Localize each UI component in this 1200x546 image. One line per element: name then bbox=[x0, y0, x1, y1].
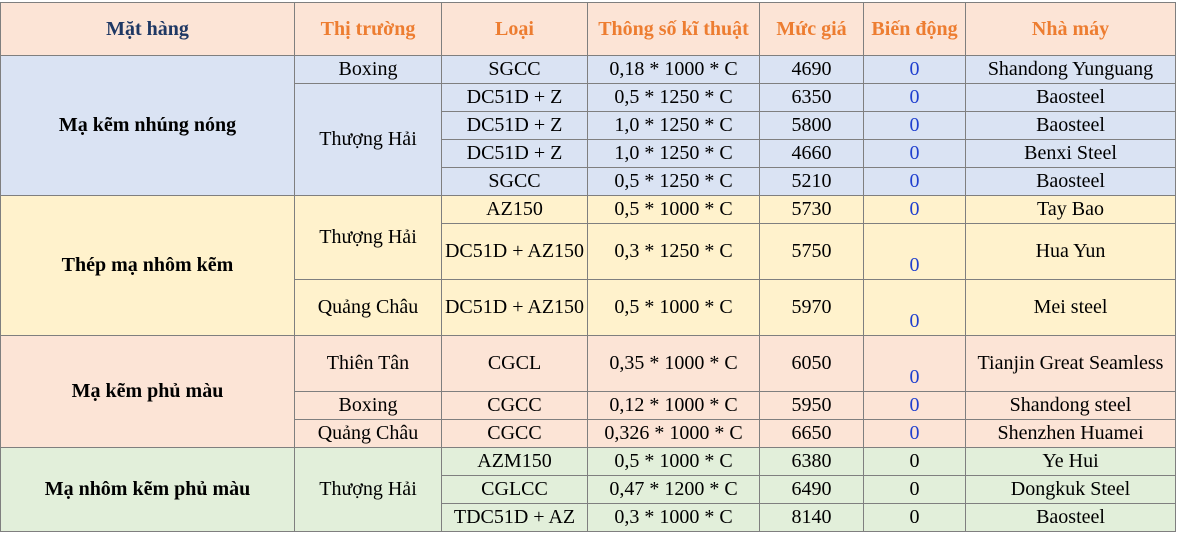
type-cell: DC51D + AZ150 bbox=[441, 279, 588, 336]
type-cell: CGCC bbox=[441, 419, 588, 448]
spec-cell: 0,5 * 1250 * C bbox=[587, 83, 760, 112]
factory-cell: Shandong steel bbox=[965, 391, 1176, 420]
market-cell: Quảng Châu bbox=[294, 279, 442, 336]
header-change: Biến động bbox=[863, 2, 966, 56]
spec-cell: 0,3 * 1250 * C bbox=[587, 223, 760, 280]
spec-cell: 0,47 * 1200 * C bbox=[587, 475, 760, 504]
header-row: Mặt hàng Thị trường Loại Thông số kĩ thu… bbox=[0, 2, 1176, 56]
price-cell: 5950 bbox=[759, 391, 864, 420]
header-type: Loại bbox=[441, 2, 588, 56]
header-spec: Thông số kĩ thuật bbox=[587, 2, 760, 56]
type-cell: CGLCC bbox=[441, 475, 588, 504]
change-cell: 0 bbox=[863, 195, 966, 224]
type-cell: TDC51D + AZ bbox=[441, 503, 588, 532]
change-cell: 0 bbox=[863, 279, 966, 336]
spec-cell: 0,35 * 1000 * C bbox=[587, 335, 760, 392]
factory-cell: Mei steel bbox=[965, 279, 1176, 336]
change-cell: 0 bbox=[863, 475, 966, 504]
spec-cell: 1,0 * 1250 * C bbox=[587, 111, 760, 140]
spec-cell: 1,0 * 1250 * C bbox=[587, 139, 760, 168]
factory-cell: Ye Hui bbox=[965, 447, 1176, 476]
product-cell: Mạ kẽm nhúng nóng bbox=[0, 55, 295, 196]
change-cell: 0 bbox=[863, 447, 966, 476]
header-market: Thị trường bbox=[294, 2, 442, 56]
factory-cell: Tianjin Great Seamless bbox=[965, 335, 1176, 392]
factory-cell: Baosteel bbox=[965, 167, 1176, 196]
factory-cell: Dongkuk Steel bbox=[965, 475, 1176, 504]
price-cell: 4660 bbox=[759, 139, 864, 168]
spec-cell: 0,326 * 1000 * C bbox=[587, 419, 760, 448]
price-cell: 4690 bbox=[759, 55, 864, 84]
change-cell: 0 bbox=[863, 391, 966, 420]
table-row: Mạ kẽm phủ màu Thiên Tân CGCL 0,35 * 100… bbox=[0, 335, 1176, 448]
price-cell: 6490 bbox=[759, 475, 864, 504]
table-row: Thượng Hải DC51D + Z 0,5 * 1250 * C 6350… bbox=[0, 83, 1176, 196]
price-cell: 6650 bbox=[759, 419, 864, 448]
type-cell: AZ150 bbox=[441, 195, 588, 224]
spec-cell: 0,12 * 1000 * C bbox=[587, 391, 760, 420]
type-cell: DC51D + Z bbox=[441, 111, 588, 140]
steel-price-table: Mặt hàng Thị trường Loại Thông số kĩ thu… bbox=[0, 2, 1176, 532]
change-cell: 0 bbox=[863, 139, 966, 168]
type-cell: DC51D + AZ150 bbox=[441, 223, 588, 280]
market-cell: Quảng Châu bbox=[294, 419, 442, 448]
price-cell: 6050 bbox=[759, 335, 864, 392]
change-cell: 0 bbox=[863, 335, 966, 392]
change-cell: 0 bbox=[863, 167, 966, 196]
change-cell: 0 bbox=[863, 419, 966, 448]
price-cell: 6380 bbox=[759, 447, 864, 476]
market-cell: Thiên Tân bbox=[294, 335, 442, 392]
factory-cell: Baosteel bbox=[965, 111, 1176, 140]
table-row: Mạ kẽm nhúng nóng Boxing SGCC 0,18 * 100… bbox=[0, 55, 1176, 196]
spec-cell: 0,5 * 1000 * C bbox=[587, 279, 760, 336]
type-cell: AZM150 bbox=[441, 447, 588, 476]
type-cell: DC51D + Z bbox=[441, 139, 588, 168]
factory-cell: Benxi Steel bbox=[965, 139, 1176, 168]
type-cell: CGCC bbox=[441, 391, 588, 420]
spec-cell: 0,5 * 1250 * C bbox=[587, 167, 760, 196]
price-cell: 5730 bbox=[759, 195, 864, 224]
price-cell: 5800 bbox=[759, 111, 864, 140]
price-cell: 5750 bbox=[759, 223, 864, 280]
spec-cell: 0,5 * 1000 * C bbox=[587, 195, 760, 224]
product-cell: Mạ kẽm phủ màu bbox=[0, 335, 295, 448]
market-cell: Boxing bbox=[294, 55, 442, 84]
factory-cell: Tay Bao bbox=[965, 195, 1176, 224]
product-cell: Thép mạ nhôm kẽm bbox=[0, 195, 295, 336]
spec-cell: 0,18 * 1000 * C bbox=[587, 55, 760, 84]
price-cell: 6350 bbox=[759, 83, 864, 112]
spec-cell: 0,5 * 1000 * C bbox=[587, 447, 760, 476]
change-cell: 0 bbox=[863, 55, 966, 84]
type-cell: SGCC bbox=[441, 167, 588, 196]
factory-cell: Shandong Yunguang bbox=[965, 55, 1176, 84]
factory-cell: Shenzhen Huamei bbox=[965, 419, 1176, 448]
header-product: Mặt hàng bbox=[0, 2, 295, 56]
header-factory: Nhà máy bbox=[965, 2, 1176, 56]
factory-cell: Hua Yun bbox=[965, 223, 1176, 280]
product-cell: Mạ nhôm kẽm phủ màu bbox=[0, 447, 295, 532]
price-cell: 5210 bbox=[759, 167, 864, 196]
change-cell: 0 bbox=[863, 111, 966, 140]
change-cell: 0 bbox=[863, 83, 966, 112]
market-cell: Boxing bbox=[294, 391, 442, 420]
price-cell: 8140 bbox=[759, 503, 864, 532]
type-cell: CGCL bbox=[441, 335, 588, 392]
table-row: Mạ nhôm kẽm phủ màu Thượng Hải AZM150 0,… bbox=[0, 447, 1176, 532]
type-cell: DC51D + Z bbox=[441, 83, 588, 112]
header-price: Mức giá bbox=[759, 2, 864, 56]
factory-cell: Baosteel bbox=[965, 503, 1176, 532]
market-cell: Thượng Hải bbox=[294, 447, 442, 532]
market-cell: Thượng Hải bbox=[294, 83, 442, 196]
table-row: Thép mạ nhôm kẽm Thượng Hải AZ150 0,5 * … bbox=[0, 195, 1176, 336]
price-cell: 5970 bbox=[759, 279, 864, 336]
change-cell: 0 bbox=[863, 223, 966, 280]
factory-cell: Baosteel bbox=[965, 83, 1176, 112]
type-cell: SGCC bbox=[441, 55, 588, 84]
market-cell: Thượng Hải bbox=[294, 195, 442, 280]
spec-cell: 0,3 * 1000 * C bbox=[587, 503, 760, 532]
change-cell: 0 bbox=[863, 503, 966, 532]
